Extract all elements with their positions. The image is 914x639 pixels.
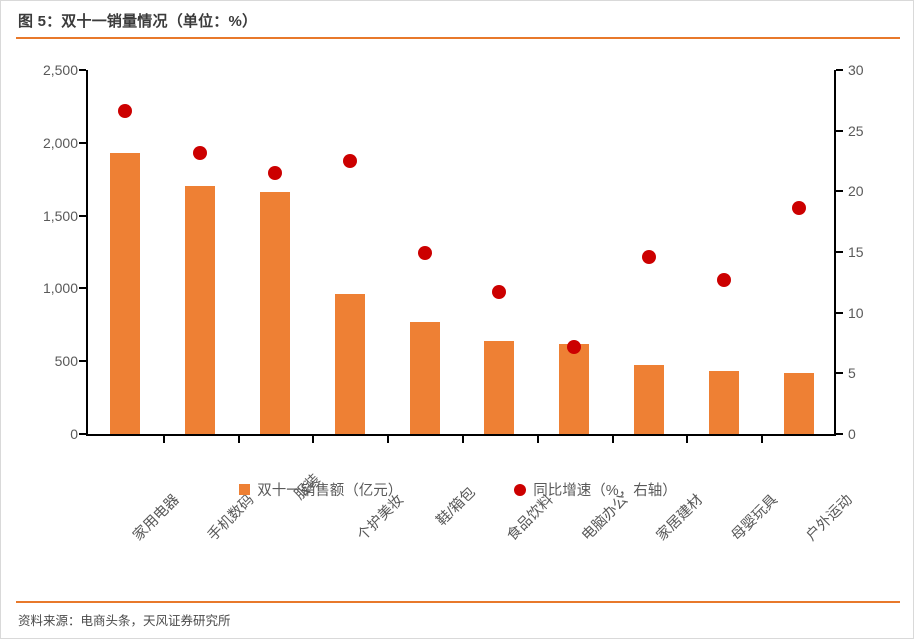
right-axis-tick <box>836 190 843 193</box>
right-axis-tick-label: 25 <box>848 122 864 139</box>
bar-鞋/箱包 <box>409 322 440 434</box>
growth-point-个护美妆 <box>342 154 357 168</box>
left-axis-tick <box>79 287 86 290</box>
growth-point-手机数码 <box>193 145 208 160</box>
x-axis-tick <box>237 436 240 443</box>
x-axis-tick <box>686 436 689 443</box>
x-axis-tick <box>536 436 539 443</box>
title-divider <box>16 37 900 39</box>
right-axis-tick <box>836 311 843 314</box>
bar-家用电器 <box>110 152 141 434</box>
legend-dot-icon <box>514 483 527 496</box>
left-axis-tick-label: 2,000 <box>42 134 78 151</box>
left-axis-tick <box>79 69 86 71</box>
right-axis-line <box>834 70 836 436</box>
growth-point-食品饮料 <box>492 285 507 300</box>
growth-point-服装 <box>268 166 282 181</box>
growth-point-户外运动 <box>791 201 806 216</box>
left-axis-tick <box>79 214 86 217</box>
growth-point-鞋/箱包 <box>417 246 432 261</box>
chart-legend: 双十一销售额（亿元） 同比增速（%，右轴） <box>1 479 913 500</box>
x-axis-tick <box>611 436 614 443</box>
bar-食品饮料 <box>484 341 515 434</box>
left-axis-tick-label: 2,500 <box>42 62 78 78</box>
right-axis-tick <box>836 69 843 71</box>
left-axis-line <box>86 70 88 436</box>
right-axis-tick-label: 5 <box>848 365 856 382</box>
left-axis-tick-label: 1,000 <box>42 280 78 297</box>
right-axis-tick <box>836 251 843 253</box>
x-axis-tick <box>312 436 315 443</box>
growth-point-家居建材 <box>642 249 656 264</box>
right-axis-tick-label: 20 <box>848 183 864 200</box>
bar-服装 <box>260 191 290 434</box>
growth-point-家用电器 <box>118 104 133 119</box>
legend-label-sales: 双十一销售额（亿元） <box>257 483 403 499</box>
x-axis-line <box>86 434 836 436</box>
legend-label-growth: 同比增速（%，右轴） <box>533 483 677 499</box>
growth-point-母婴玩具 <box>716 272 731 287</box>
bar-电脑办公 <box>559 344 590 434</box>
growth-point-电脑办公 <box>567 339 582 354</box>
right-axis-tick <box>836 129 843 132</box>
left-axis-tick-label: 0 <box>70 426 78 442</box>
source-note: 资料来源：电商头条，天风证券研究所 <box>18 614 231 628</box>
legend-item-growth[interactable]: 同比增速（%，右轴） <box>514 479 677 500</box>
left-axis-tick-label: 500 <box>54 353 78 370</box>
right-axis-tick <box>836 372 843 375</box>
legend-item-sales[interactable]: 双十一销售额（亿元） <box>239 479 402 500</box>
footer-divider <box>16 601 900 603</box>
bar-个护美妆 <box>334 294 365 434</box>
legend-square-icon <box>239 484 251 495</box>
right-axis-tick-label: 10 <box>848 304 864 321</box>
bar-手机数码 <box>185 185 216 434</box>
left-axis-tick <box>79 433 86 435</box>
left-axis-tick <box>79 141 86 144</box>
right-axis-tick-label: 0 <box>848 426 856 442</box>
page-title: 图 5：双十一销量情况（单位：%） <box>18 13 258 30</box>
x-axis-tick <box>162 436 165 443</box>
x-axis-tick <box>387 436 390 443</box>
left-axis-tick-label: 1,500 <box>42 207 78 224</box>
right-axis-tick-label: 30 <box>848 62 864 78</box>
bar-母婴玩具 <box>708 371 739 434</box>
right-axis-tick <box>836 433 843 435</box>
bar-家居建材 <box>634 364 664 434</box>
x-axis-tick <box>462 436 464 443</box>
chart-plot-area: 0 500 1,000 1,500 2,000 2,500 0 5 10 15 20 25 30 家用电器… <box>43 62 864 544</box>
left-axis-tick <box>79 360 86 363</box>
x-axis-tick <box>761 436 764 443</box>
bar-户外运动 <box>783 373 814 434</box>
right-axis-tick-label: 15 <box>848 244 864 260</box>
